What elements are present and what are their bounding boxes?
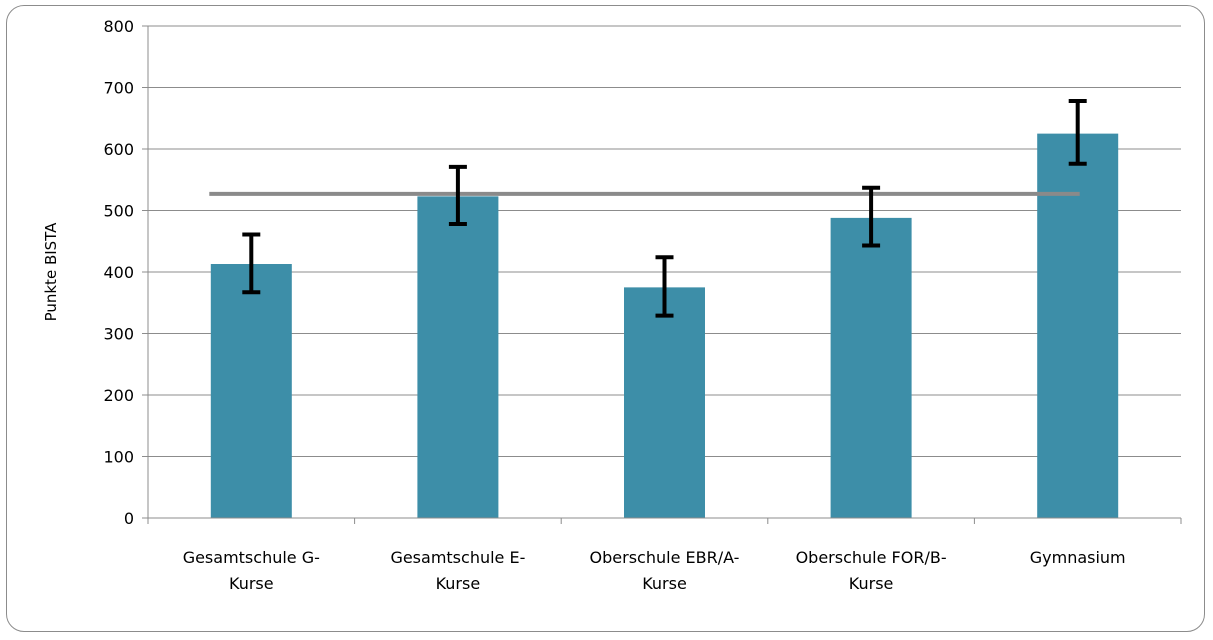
y-tick-label: 700 [103,79,134,98]
x-category-label: Gesamtschule E-Kurse [390,548,525,593]
bar [210,264,292,518]
y-tick-label: 600 [103,140,134,159]
bar [624,287,705,518]
x-category-label: Gymnasium [1030,548,1126,567]
x-category-label: Oberschule FOR/B-Kurse [796,548,947,593]
axes [142,25,1182,524]
y-tick-label: 0 [124,509,134,528]
y-tick-label: 500 [103,202,134,221]
bar [417,196,499,519]
gridlines [148,25,1181,457]
error-bar [242,232,261,295]
x-category-label: Oberschule EBR/A-Kurse [590,548,740,593]
chart-frame [6,5,1205,632]
y-tick-labels: 0 100 200 300 400 500 600 700 800 [103,17,134,528]
error-bars [242,99,1087,318]
bar [830,217,912,518]
error-bar [448,164,467,227]
y-tick-label: 200 [103,386,134,405]
error-bar [1068,99,1087,166]
x-category-labels: Gesamtschule G-Kurse Gesamtschule E-Kurse… [183,548,1126,593]
error-bar [862,185,881,248]
y-axis-title: Punkte BISTA [42,222,60,322]
y-tick-label: 300 [103,325,134,344]
bar [1037,133,1119,518]
y-tick-label: 100 [103,448,134,467]
y-tick-label: 400 [103,263,134,282]
bars [210,133,1119,519]
x-category-label: Gesamtschule G-Kurse [183,548,320,593]
error-bar [655,255,674,318]
y-tick-label: 800 [103,17,134,36]
